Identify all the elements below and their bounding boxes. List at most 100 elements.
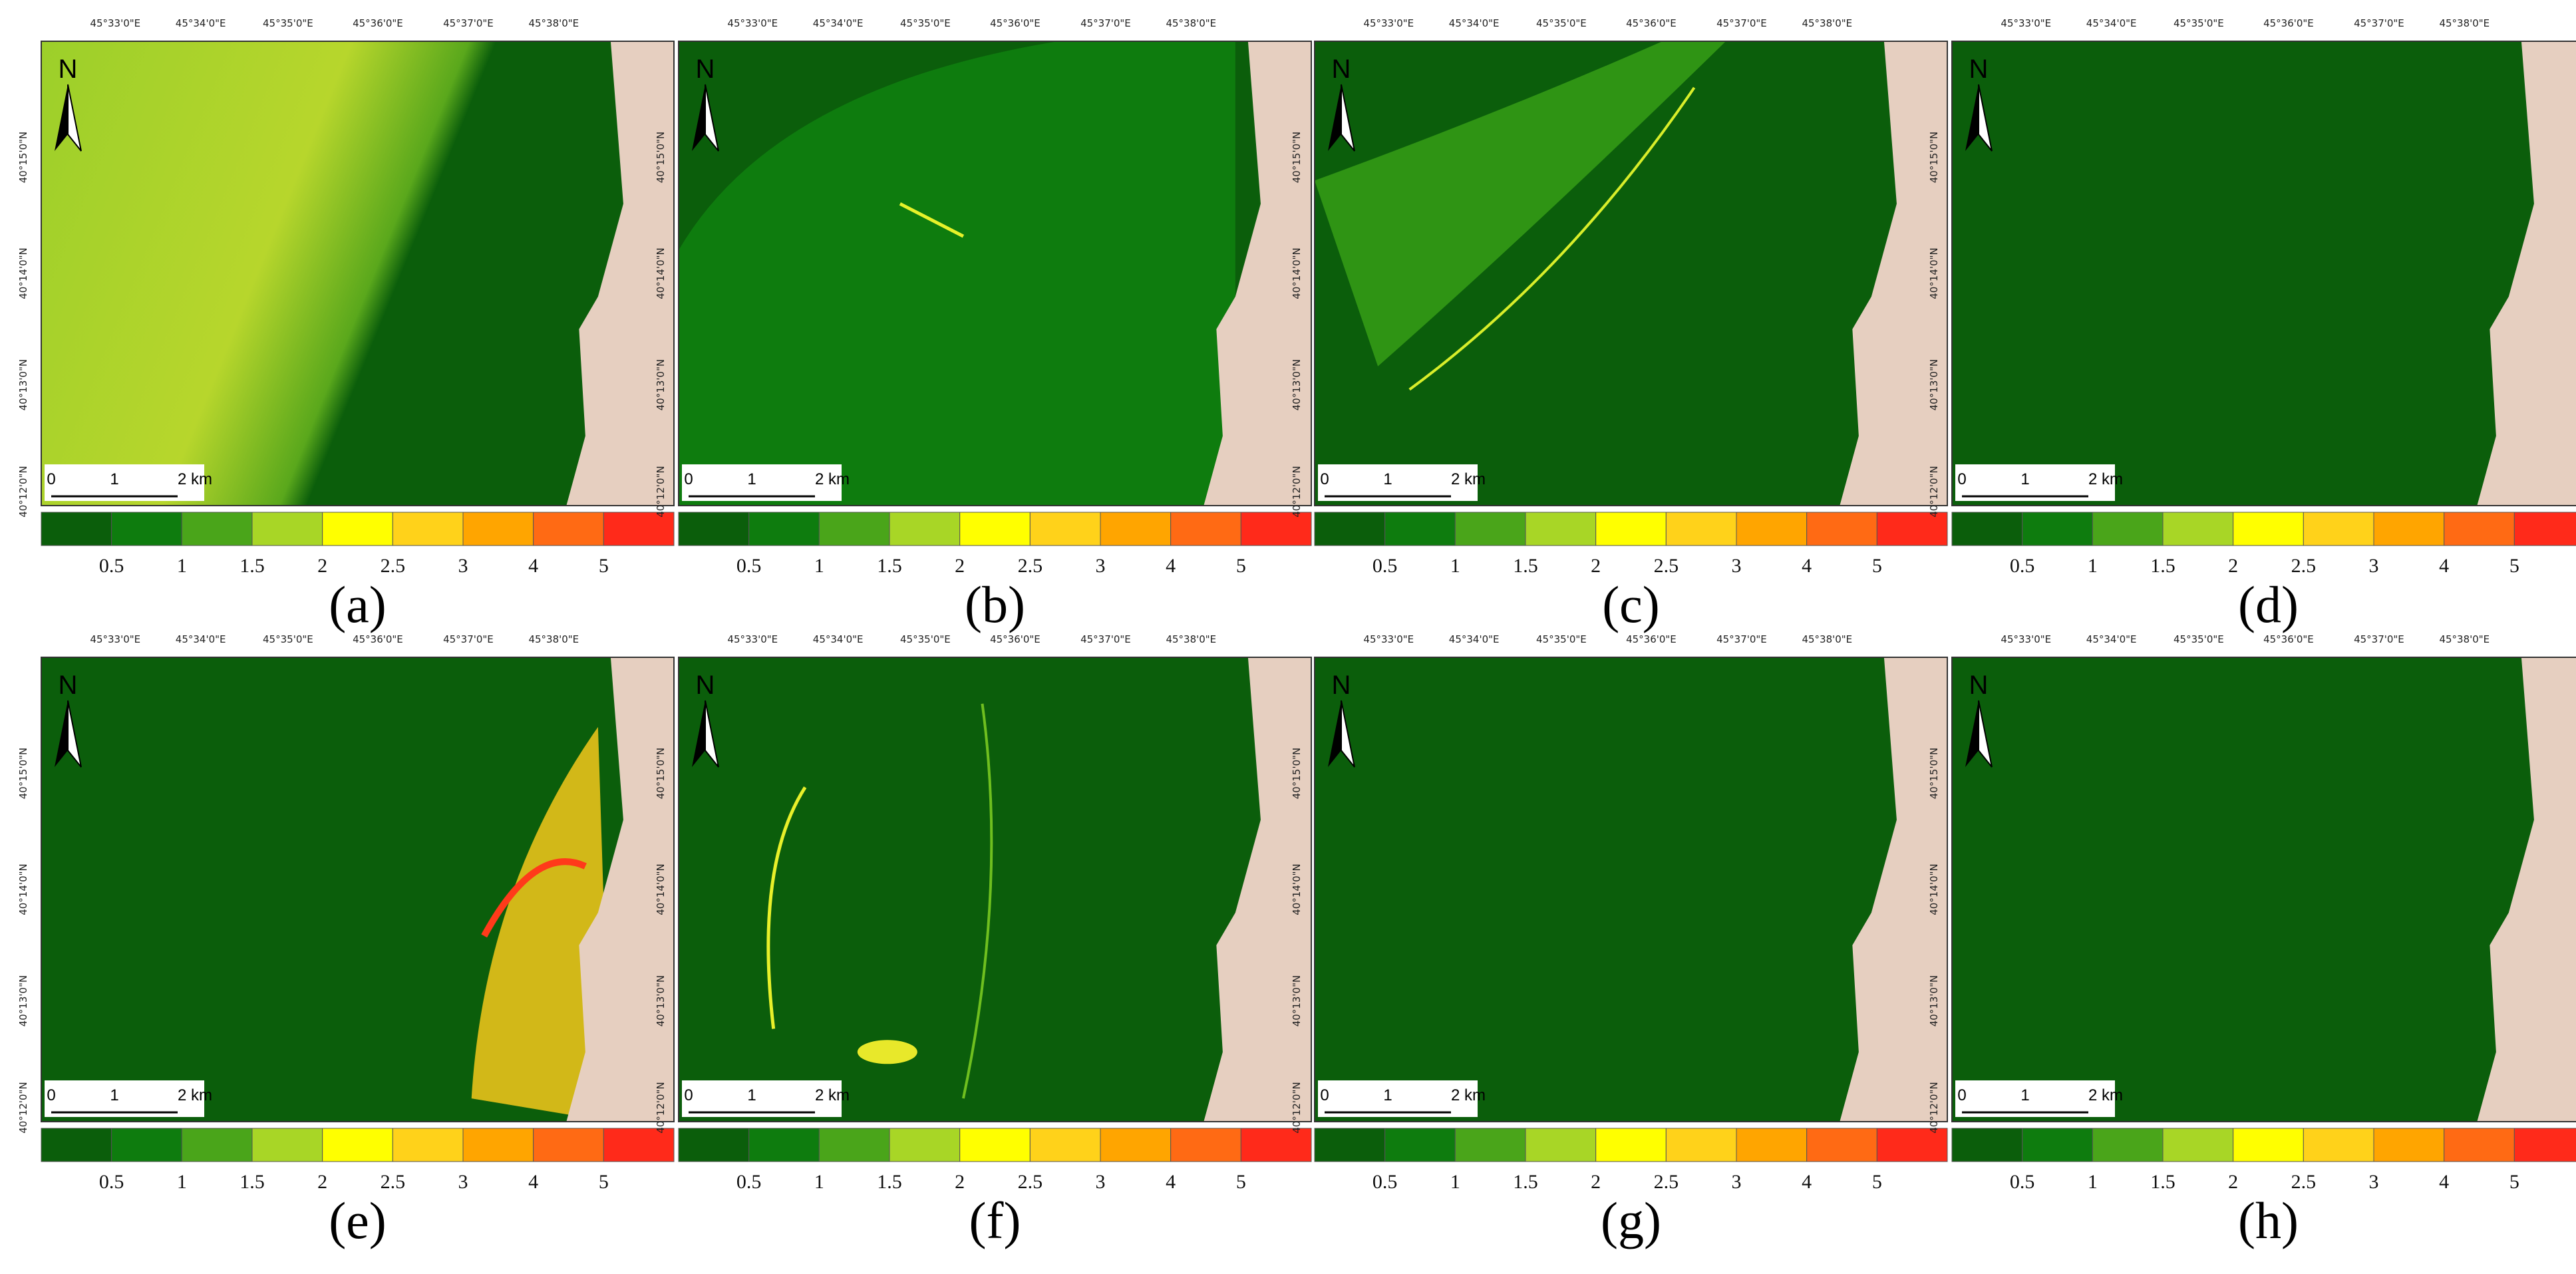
lon-label: 45°37'0"E (1080, 633, 1131, 645)
feature (1315, 41, 1726, 367)
legend-label: 0.5 (99, 555, 124, 577)
lat-label: 40°13'0"N (1928, 975, 1940, 1027)
lon-label: 45°33'0"E (727, 17, 778, 29)
scale-label: 1 (2020, 1086, 2029, 1104)
lat-label: 40°14'0"N (1291, 247, 1303, 299)
legend-label: 5 (599, 555, 609, 577)
lon-label: 45°34'0"E (176, 633, 226, 645)
scale-box (45, 464, 204, 501)
legend-swatch (2513, 512, 2576, 546)
lon-label: 45°35'0"E (1536, 633, 1587, 645)
scale-label: 1 (110, 1086, 118, 1104)
scale-box (1318, 1080, 1478, 1117)
legend-label: 4 (2439, 1171, 2449, 1193)
lon-label: 45°35'0"E (1536, 17, 1587, 29)
legend-label: 0.5 (2010, 555, 2035, 577)
legend-label: 3 (458, 1171, 468, 1193)
legend-label: 1.5 (1513, 1171, 1538, 1193)
legend-swatch (1170, 512, 1241, 546)
lat-label: 40°14'0"N (655, 864, 667, 915)
lon-label: 45°34'0"E (2086, 633, 2137, 645)
legend-swatch (1951, 512, 2023, 546)
lon-label: 45°35'0"E (900, 17, 951, 29)
lon-label: 45°35'0"E (2174, 633, 2224, 645)
legend-label: 5 (1872, 1171, 1882, 1193)
lat-label: 40°13'0"N (17, 359, 29, 410)
legend-swatch (111, 1128, 182, 1162)
legend-swatch (818, 512, 890, 546)
legend-label: 2.5 (381, 1171, 406, 1193)
water (1315, 657, 1947, 1122)
lon-label: 45°33'0"E (90, 17, 140, 29)
lon-label: 45°34'0"E (176, 17, 226, 29)
north-arrow (1328, 701, 1341, 767)
legend-label: 0.5 (736, 555, 762, 577)
north-arrow (1328, 84, 1341, 151)
north-arrow (55, 84, 68, 151)
legend-label: 2.5 (1654, 1171, 1679, 1193)
legend-label: 2 (1591, 555, 1601, 577)
lon-label: 45°37'0"E (1716, 633, 1767, 645)
feature (766, 786, 807, 1029)
feature (961, 703, 993, 1099)
legend-swatch (533, 1128, 604, 1162)
scale-label: 1 (1383, 470, 1392, 488)
feature (899, 202, 965, 238)
lon-label: 45°36'0"E (2263, 17, 2314, 29)
legend-swatch (2022, 512, 2093, 546)
legend-swatch (322, 1128, 393, 1162)
legend-label: 1 (2088, 1171, 2098, 1193)
scale-label: 2 km (1451, 470, 1486, 488)
water (1952, 657, 2576, 1122)
legend-swatch (1384, 512, 1456, 546)
panel-label: (b) (965, 575, 1025, 633)
legend-label: 2.5 (1654, 555, 1679, 577)
legend-label: 1.5 (877, 555, 902, 577)
legend-label: 3 (1732, 1171, 1742, 1193)
legend-label: 0.5 (2010, 1171, 2035, 1193)
lat-label: 40°15'0"N (1291, 132, 1303, 183)
lon-label: 45°33'0"E (2001, 17, 2051, 29)
legend-label: 1.5 (2150, 1171, 2175, 1193)
legend-label: 5 (1872, 555, 1882, 577)
scale-label: 2 km (815, 470, 850, 488)
legend-swatch (2233, 1128, 2304, 1162)
land (1204, 657, 1311, 1122)
lon-label: 45°34'0"E (813, 633, 864, 645)
lon-label: 45°38'0"E (2439, 17, 2490, 29)
map-frame (678, 41, 1312, 506)
map-panel: 45°33'0"E 45°34'0"E 45°35'0"E 45°36'0"E 45°3… (17, 17, 675, 633)
legend-label: 4 (1802, 1171, 1812, 1193)
panel-label: (g) (1601, 1192, 1661, 1249)
legend-label: 2 (2228, 1171, 2238, 1193)
land (2477, 41, 2576, 506)
scale-label: 0 (1957, 470, 1966, 488)
lat-label: 40°14'0"N (1928, 864, 1940, 915)
scale-label: 0 (1320, 470, 1329, 488)
lon-label: 45°34'0"E (1449, 633, 1500, 645)
legend-label: 3 (2369, 1171, 2379, 1193)
lat-label: 40°12'0"N (1928, 1082, 1940, 1133)
legend-swatch (959, 512, 1031, 546)
north-arrow (1965, 701, 1979, 767)
lat-label: 40°14'0"N (17, 864, 29, 915)
legend-swatch (1665, 1128, 1737, 1162)
legend-swatch (889, 512, 961, 546)
legend-swatch (2303, 1128, 2374, 1162)
map-panel: 45°33'0"E 45°34'0"E 45°35'0"E 45°36'0"E 45°3… (1291, 17, 1948, 633)
panel-label: (d) (2238, 575, 2299, 633)
legend-label: 2 (317, 1171, 327, 1193)
legend-swatch (1314, 1128, 1386, 1162)
lon-label: 45°37'0"E (2354, 17, 2404, 29)
legend-swatch (1525, 1128, 1597, 1162)
lat-label: 40°12'0"N (655, 1082, 667, 1133)
legend-swatch (2162, 512, 2234, 546)
legend-swatch (2303, 512, 2374, 546)
legend-swatch (1736, 1128, 1808, 1162)
lat-label: 40°15'0"N (1291, 748, 1303, 799)
scale-label: 0 (47, 1086, 55, 1104)
scale-label: 2 km (1451, 1086, 1486, 1104)
lat-label: 40°15'0"N (1928, 132, 1940, 183)
lat-label: 40°15'0"N (655, 132, 667, 183)
